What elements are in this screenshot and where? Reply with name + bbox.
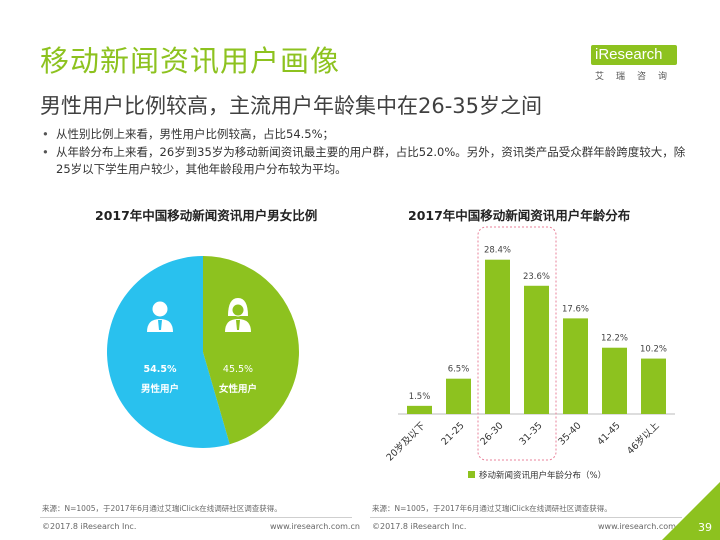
bar-value-label: 12.2% [601, 334, 628, 344]
pie-chart-title: 2017年中国移动新闻资讯用户男女比例 [95, 208, 318, 223]
bar-value-label: 23.6% [523, 272, 550, 282]
bar-chart-title: 2017年中国移动新闻资讯用户年龄分布 [408, 208, 631, 223]
corner-decoration [662, 482, 720, 540]
page-number: 39 [698, 521, 712, 534]
bar-20岁及以下 [407, 405, 432, 414]
bar-category-label: 20岁及以下 [384, 420, 428, 464]
logo-subtitle: 艾瑞咨询 [595, 72, 680, 82]
pie-value-label: 45.5% [223, 364, 253, 375]
bullet-age: 从年龄分布上来看，26岁到35岁为移动新闻资讯最主要的用户群，占比52.0%。另… [40, 144, 690, 178]
logo-text: iResearch [595, 46, 663, 63]
bar-21-25 [446, 378, 471, 414]
bar-category-label: 46岁以上 [624, 419, 662, 457]
bar-41-45 [602, 347, 627, 414]
page-title: 移动新闻资讯用户画像 [40, 44, 341, 78]
iresearch-logo: iResearch 艾瑞咨询 [591, 45, 681, 82]
logo-box: iResearch [591, 45, 677, 65]
copyright-right: ©2017.8 iResearch Inc. [372, 522, 467, 531]
legend-label: 移动新闻资讯用户年龄分布（%） [479, 470, 606, 481]
bar-value-label: 28.4% [484, 246, 511, 256]
female-user-icon [225, 298, 251, 332]
bar-category-label: 35-40 [556, 420, 583, 447]
legend-swatch [468, 471, 475, 478]
bullet-gender: 从性别比例上来看，男性用户比例较高，占比54.5%； [40, 126, 690, 143]
summary-bullets: 从性别比例上来看，男性用户比例较高，占比54.5%； 从年龄分布上来看，26岁到… [40, 126, 690, 179]
bar-category-label: 26-30 [478, 420, 505, 447]
bar-category-label: 41-45 [595, 420, 622, 447]
bar-category-label: 31-35 [517, 420, 544, 447]
source-note-right: 来源：N=1005，于2017年6月通过艾瑞iClick在线调研社区调查获得。 [372, 504, 612, 513]
page-subtitle: 男性用户比例较高，主流用户年龄集中在26-35岁之间 [40, 94, 543, 118]
bar-category-label: 21-25 [439, 420, 466, 447]
bar-value-label: 1.5% [409, 392, 431, 402]
pie-category-label: 女性用户 [219, 383, 257, 395]
website-left: www.iresearch.com.cn [270, 522, 360, 531]
bar-46岁以上 [641, 358, 666, 414]
copyright-left: ©2017.8 iResearch Inc. [42, 522, 137, 531]
male-user-icon [147, 301, 173, 332]
bar-35-40 [563, 318, 588, 414]
bar-value-label: 17.6% [562, 304, 589, 314]
pie-category-label: 男性用户 [141, 383, 179, 395]
pie-slice-male [107, 256, 230, 448]
source-note-left: 来源：N=1005，于2017年6月通过艾瑞iClick在线调研社区调查获得。 [42, 504, 282, 513]
pie-value-label: 54.5% [144, 364, 177, 375]
bar-26-30 [485, 259, 510, 414]
footer-divider-left [40, 517, 352, 518]
pie-slice-female [203, 256, 300, 445]
bar-value-label: 6.5% [448, 365, 470, 375]
footer-divider-right [370, 517, 682, 518]
website-right: www.iresearch.com.cn [598, 522, 688, 531]
bar-value-label: 10.2% [640, 345, 667, 355]
bar-31-35 [524, 285, 549, 414]
